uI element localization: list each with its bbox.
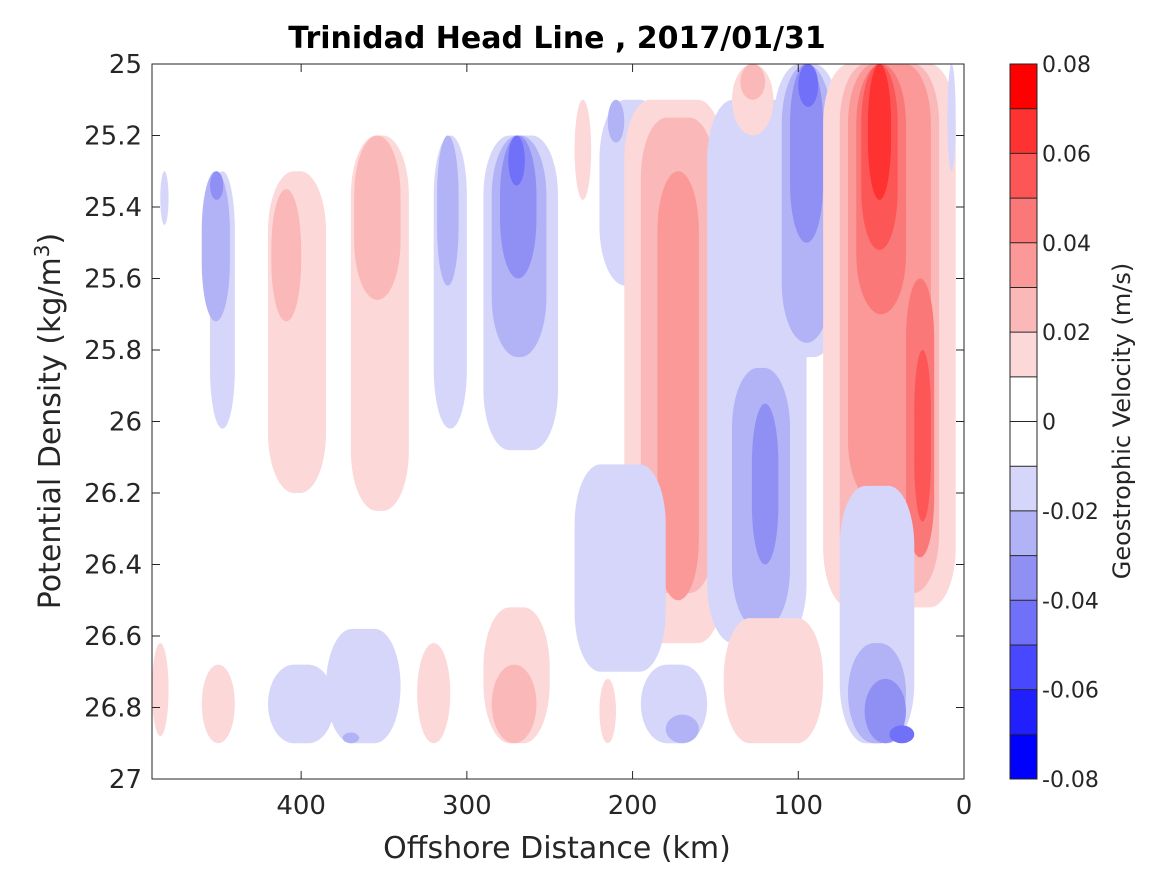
- y-tick-label: 25.2: [84, 122, 142, 152]
- colorbar-tick-label: -0.06: [1042, 679, 1099, 704]
- contour-region-36: [947, 64, 956, 172]
- contour-region-33: [867, 64, 892, 200]
- colorbar-swatch: [1010, 153, 1037, 199]
- contour-region-4: [271, 189, 302, 322]
- contour-region-1: [201, 171, 230, 322]
- y-axis-label: Potential Density (kg/m3): [30, 233, 68, 609]
- contour-region-8: [437, 135, 459, 286]
- contour-region-41: [326, 628, 401, 744]
- contour-region-43: [417, 643, 451, 744]
- colorbar-swatch: [1010, 108, 1037, 154]
- contour-region-45: [491, 664, 537, 744]
- chart-title: Trinidad Head Line , 2017/01/31: [288, 21, 825, 56]
- x-tick-label: 400: [276, 791, 326, 821]
- colorbar-tick-label: 0.02: [1042, 321, 1091, 346]
- contour-region-23: [751, 403, 779, 565]
- colorbar-frame: [1009, 63, 1038, 780]
- x-tick-label: 100: [773, 791, 823, 821]
- y-tick-label: 25.4: [84, 193, 142, 223]
- contour-region-2: [210, 171, 224, 200]
- colorbar-tick-label: -0.02: [1042, 500, 1099, 525]
- contour-region-40: [268, 664, 335, 744]
- contour-region-37: [160, 171, 169, 225]
- x-axis: 400 300 200 100 0: [276, 64, 972, 821]
- contour-region-46: [574, 464, 666, 672]
- colorbar-tick-label: 0.06: [1042, 142, 1091, 167]
- colorbar-swatch: [1010, 555, 1037, 601]
- colorbar-swatch: [1010, 287, 1037, 333]
- y-tick-label: 26.8: [84, 694, 142, 724]
- colorbar-swatch: [1010, 644, 1037, 690]
- contour-region-47: [599, 678, 616, 744]
- colorbar-swatch: [1010, 466, 1037, 511]
- colorbar-swatch: [1010, 64, 1037, 109]
- contour-fills: [152, 64, 956, 744]
- contour-region-6: [354, 135, 401, 300]
- y-tick-label: 26.4: [84, 551, 142, 581]
- contour-region-13: [574, 99, 592, 200]
- colorbar-swatch: [1010, 689, 1037, 735]
- x-tick-label: 300: [442, 791, 492, 821]
- colorbar-swatch: [1010, 600, 1037, 645]
- colorbar-swatch: [1010, 198, 1037, 243]
- colorbar-tick-label: 0: [1042, 411, 1056, 436]
- x-tick-label: 0: [956, 791, 973, 821]
- contour-region-49: [665, 714, 699, 744]
- colorbar-swatch: [1010, 242, 1037, 288]
- colorbar-label: Geostrophic Velocity (m/s): [1108, 263, 1136, 579]
- x-tick-label: 200: [608, 791, 658, 821]
- y-axis: 25 25.2 25.4 25.6 25.8 26 26.2 26.4 26.6 26.8 27: [84, 50, 964, 795]
- contour-region-18: [657, 171, 699, 601]
- colorbar-tick-label: 0.04: [1042, 232, 1091, 257]
- y-tick-label: 25: [109, 50, 142, 80]
- colorbar-tick-label: 0.08: [1042, 53, 1091, 78]
- y-tick-label: 26: [109, 408, 142, 438]
- colorbar-swatch: [1010, 332, 1037, 377]
- contour-region-39: [201, 664, 235, 744]
- contour-region-54: [889, 725, 915, 744]
- colorbar-swatch: [1010, 510, 1037, 556]
- contour-region-12: [508, 135, 525, 186]
- contour-region-42: [342, 732, 360, 744]
- contour-region-38: [152, 643, 169, 737]
- contour-region-27: [798, 64, 819, 107]
- y-tick-label: 26.2: [84, 479, 142, 509]
- contour-region-50: [723, 618, 824, 744]
- y-tick-label: 25.8: [84, 336, 142, 366]
- colorbar-swatch: [1010, 376, 1037, 422]
- y-tick-label: 26.6: [84, 622, 142, 652]
- x-axis-label: Offshore Distance (km): [383, 831, 731, 866]
- contour-region-35: [914, 350, 931, 522]
- contour-region-26: [790, 64, 824, 243]
- contour-region-21: [740, 64, 766, 100]
- y-tick-label: 25.6: [84, 265, 142, 295]
- colorbar-swatch: [1010, 734, 1037, 779]
- contour-region-15: [607, 99, 625, 143]
- colorbar-tick-label: -0.08: [1042, 768, 1099, 793]
- y-tick-label: 27: [109, 765, 142, 795]
- colorbar: 0.08 0.06 0.04 0.02 0 -0.02 -0.04 -0.06 -0.08: [1009, 53, 1099, 793]
- colorbar-tick-label: -0.04: [1042, 589, 1099, 614]
- colorbar-swatch: [1010, 421, 1037, 467]
